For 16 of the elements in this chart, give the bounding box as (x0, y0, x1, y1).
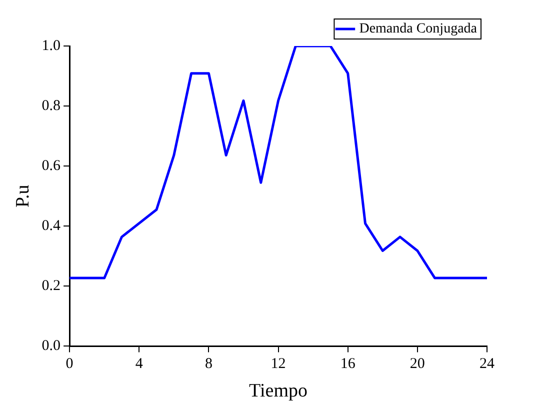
legend-label: Demanda Conjugada (359, 22, 478, 37)
y-tick-label: 0.0 (42, 338, 61, 354)
x-tick-label: 8 (204, 356, 212, 372)
y-tick-label: 0.8 (42, 98, 61, 114)
x-tick-label: 0 (66, 356, 74, 372)
x-tick-label: 20 (410, 356, 425, 372)
y-tick-label: 0.6 (42, 158, 62, 174)
y-tick-label: 0.4 (42, 218, 62, 234)
x-tick-label: 12 (270, 356, 286, 372)
x-tick-label: 4 (135, 356, 144, 372)
y-axis-title: P.u (12, 184, 34, 208)
y-tick-label: 0.2 (42, 278, 61, 294)
x-tick-label: 24 (480, 356, 495, 372)
x-axis-title: Tiempo (249, 380, 308, 402)
y-tick-label: 1.0 (42, 38, 61, 54)
x-tick-label: 16 (340, 356, 356, 372)
